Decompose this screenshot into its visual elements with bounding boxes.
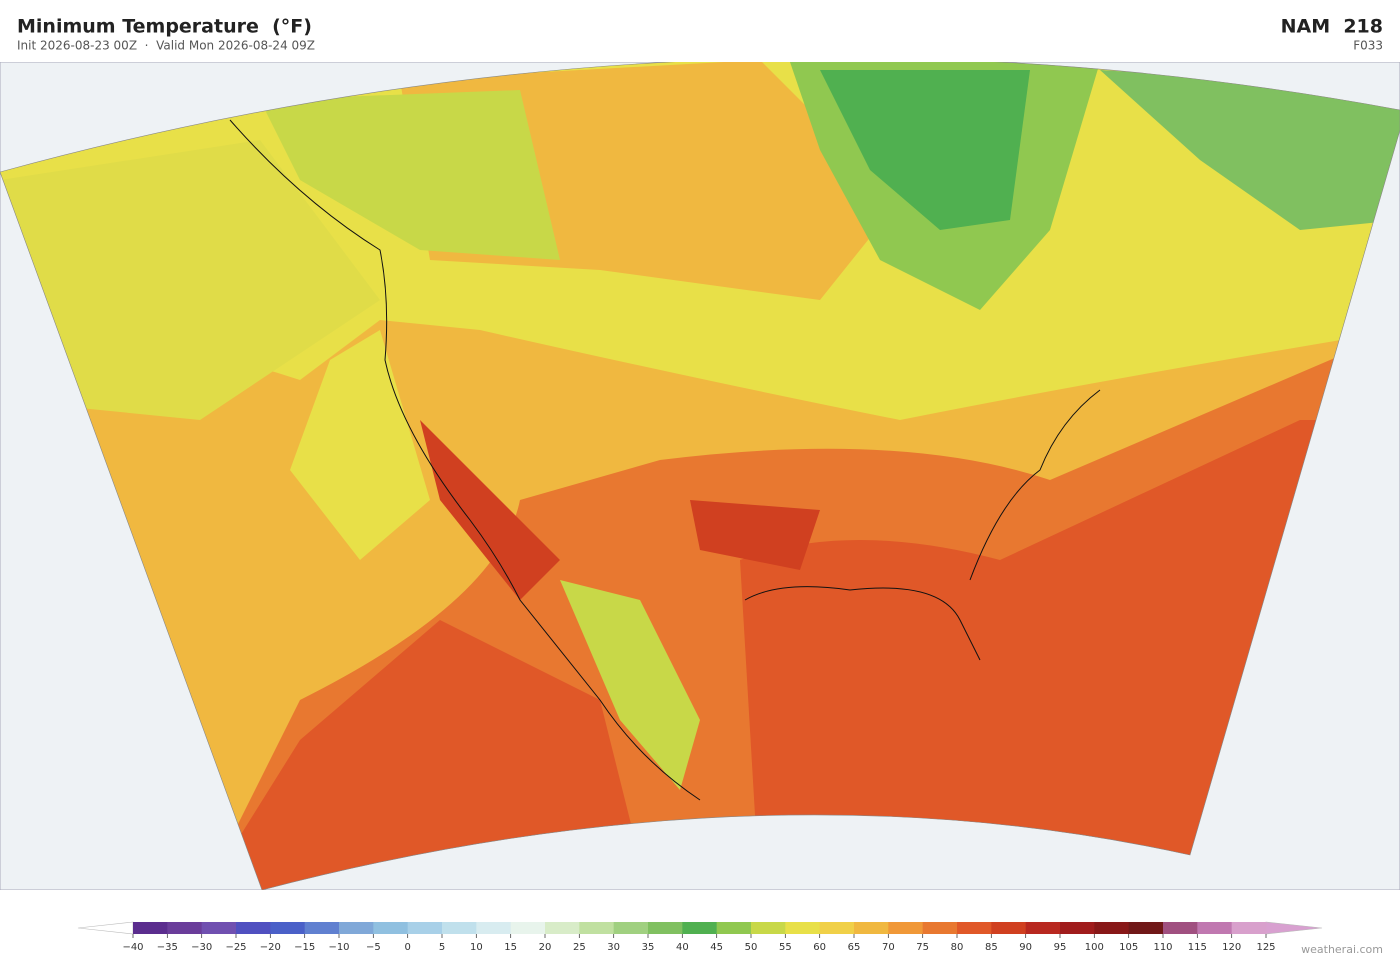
colorbar-segment [991,922,1027,934]
colorbar-segment [819,922,855,934]
colorbar-tick-label: 110 [1153,942,1172,953]
colorbar-segment [1060,922,1095,934]
colorbar-segment [888,922,924,934]
colorbar-tick-label: 5 [439,942,445,953]
colorbar-segment [236,922,271,934]
colorbar-segment [716,922,752,934]
colorbar-segment [1231,922,1267,934]
colorbar-tick-label: −35 [157,942,178,953]
credit: weatherai.com [1301,943,1383,956]
colorbar-segment [407,922,443,934]
colorbar-tick-label: 65 [848,942,861,953]
colorbar-over [1265,921,1323,935]
domain-edge [0,62,1400,890]
colorbar-tick-label: −25 [225,942,246,953]
colorbar-tick-label: 20 [539,942,552,953]
colorbar: −40 −35 −30 −25 −20 −15 −10 −5 0 5 10 15 20 25 30 35 40 4… [77,921,1323,953]
colorbar-tick-label: 105 [1119,942,1138,953]
colorbar-tick-label: −5 [366,942,381,953]
colorbar-segment [682,922,718,934]
colorbar-segment [270,922,306,934]
colorbar-tick-label: 80 [951,942,964,953]
colorbar-tick-label: 125 [1256,942,1275,953]
colorbar-segment [957,922,992,934]
colorbar-segment [785,922,821,934]
colorbar-tick-label: 60 [813,942,826,953]
colorbar-segment [1094,922,1130,934]
colorbar-segment [304,922,340,934]
colorbar-tick-label: 10 [470,942,483,953]
colorbar-tick-label: 35 [642,942,655,953]
colorbar-segment [510,922,546,934]
colorbar-segment [373,922,409,934]
colorbar-tick-label: 95 [1054,942,1067,953]
colorbar-tick-label: −10 [328,942,349,953]
colorbar-under [77,921,134,935]
colorbar-tick-label: 85 [985,942,998,953]
colorbar-segment [613,922,649,934]
colorbar-segment [648,922,683,934]
colorbar-segment [201,922,237,934]
colorbar-tick-label: 55 [779,942,792,953]
colorbar-tick-label: 50 [745,942,758,953]
colorbar-segment [1197,922,1233,934]
colorbar-tick-label: 25 [573,942,586,953]
colorbar-tick-label: −20 [260,942,281,953]
colorbar-tick-label: 115 [1188,942,1207,953]
colorbar-tick-label: 40 [676,942,689,953]
colorbar-segment [854,922,889,934]
colorbar-segment [133,922,168,934]
colorbar-segment [339,922,374,934]
colorbar-tick-label: 0 [404,942,410,953]
colorbar-segment [922,922,958,934]
colorbar-tick-label: 30 [607,942,620,953]
colorbar-tick-label: 70 [882,942,895,953]
colorbar-segment [1128,922,1164,934]
colorbar-tick-label: 100 [1085,942,1104,953]
colorbar-tick-label: −30 [191,942,212,953]
colorbar-tick-label: 75 [916,942,929,953]
colorbar-tick-label: 45 [710,942,723,953]
colorbar-segment [442,922,477,934]
colorbar-tick-label: −15 [294,942,315,953]
title: Minimum Temperature (°F) [17,16,312,38]
colorbar-tick-label: 120 [1222,942,1241,953]
colorbar-segment [751,922,786,934]
colorbar-segment [1025,922,1061,934]
colorbar-segment [167,922,203,934]
map [0,62,1400,890]
colorbar-segment [1163,922,1198,934]
forecast-hour: F033 [1353,39,1383,53]
model-name: NAM 218 [1281,16,1383,38]
colorbar-tick-label: 90 [1019,942,1032,953]
colorbar-tick-label: 15 [504,942,517,953]
subtitle: Init 2026-08-23 00Z · Valid Mon 2026-08-… [17,39,315,53]
colorbar-tick-label: −40 [122,942,143,953]
colorbar-segment [545,922,580,934]
colorbar-segment [579,922,615,934]
coastline [229,119,1101,801]
colorbar-segment [476,922,512,934]
temperature-field [0,62,1400,890]
